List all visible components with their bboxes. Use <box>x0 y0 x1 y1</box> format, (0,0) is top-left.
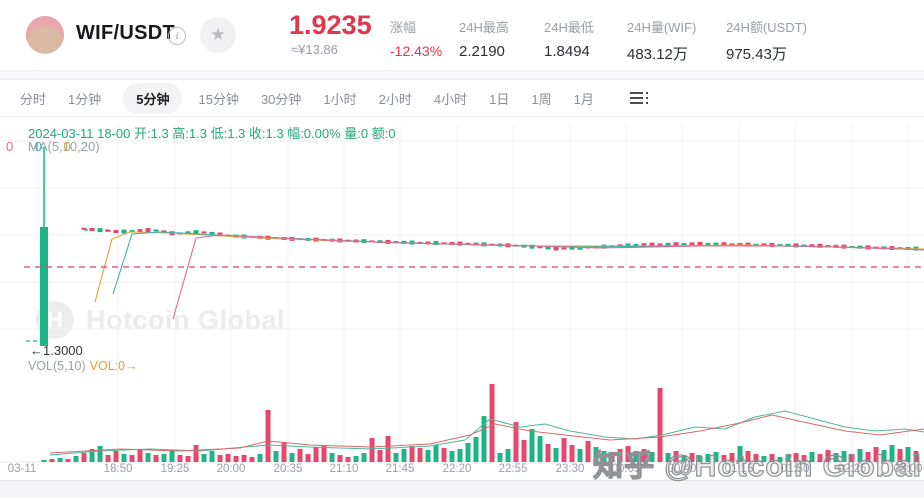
price-volume-chart[interactable] <box>0 117 924 463</box>
price-cny: ≈¥13.86 <box>291 42 338 57</box>
session-low-label: ←1.3000 <box>30 343 83 358</box>
time-axis-label: 19:25 <box>160 463 190 475</box>
tab-4hour[interactable]: 4小时 <box>433 91 468 107</box>
last-price: 1.9235 <box>289 10 372 40</box>
star-icon: ★ <box>210 25 226 44</box>
time-axis-label: 03-11 <box>7 463 37 475</box>
stat-24h-low: 24H最低 1.8494 <box>544 20 594 60</box>
time-axis-label: 22:55 <box>498 463 528 475</box>
coin-logo <box>26 16 64 54</box>
change-label: 涨幅 <box>390 20 417 35</box>
tab-1hour[interactable]: 1小时 <box>323 91 357 107</box>
stat-24h-volume: 24H量(WIF) 483.12万 <box>627 20 697 63</box>
ohlc-info-line: 2024-03-11 18-00 开:1.3 高:1.3 低:1.3 收:1.3… <box>28 126 396 141</box>
time-axis: 03-11 18:50 19:25 20:00 20:35 21:10 21:45 22:20… <box>0 463 924 479</box>
time-axis-label: 02:25 <box>837 463 867 475</box>
pair-title: WIF/USDT <box>76 22 176 44</box>
time-axis-label: 03:00 <box>893 463 923 475</box>
tab-1month[interactable]: 1月 <box>573 91 594 107</box>
time-axis-label: 23:30 <box>555 463 585 475</box>
tab-5min[interactable]: 5分钟 <box>123 82 183 114</box>
change-value: -12.43% <box>390 43 443 59</box>
bottom-divider-band <box>0 480 924 498</box>
section-divider <box>0 70 924 80</box>
tab-1week[interactable]: 1周 <box>531 91 552 107</box>
stat-24h-amount: 24H额(USDT) 975.43万 <box>726 20 807 63</box>
time-axis-label: 00:05 <box>611 463 641 475</box>
chart-area: 2024-03-11 18-00 开:1.3 高:1.3 低:1.3 收:1.3… <box>0 117 924 484</box>
time-axis-label: 01:50 <box>780 463 810 475</box>
info-icon[interactable]: i <box>168 27 186 45</box>
indicator-settings-icon[interactable] <box>629 91 648 105</box>
volume-indicator-label: VOL(5,10) VOL:0→ <box>28 359 138 373</box>
time-axis-label: 20:35 <box>273 463 303 475</box>
tab-1day[interactable]: 1日 <box>489 91 510 107</box>
tab-30min[interactable]: 30分钟 <box>260 91 302 107</box>
change-stat: 涨幅 -12.43% <box>390 17 442 59</box>
time-axis-label: 21:10 <box>329 463 359 475</box>
favorite-button[interactable]: ★ <box>200 17 236 53</box>
tab-time-share[interactable]: 分时 <box>20 91 47 107</box>
time-axis-label: 22:20 <box>442 463 472 475</box>
tab-15min[interactable]: 15分钟 <box>198 91 239 107</box>
time-axis-label: 01:15 <box>724 463 754 475</box>
time-axis-label: 21:45 <box>385 463 415 475</box>
pair-header: WIF/USDT i ★ 1.9235 ≈¥13.86 涨幅 -12.43% 2… <box>0 0 924 70</box>
time-axis-label: 18:50 <box>103 463 133 475</box>
interval-tabs: 分时 1分钟 5分钟 15分钟 30分钟 1小时 2小时 4小时 1日 1周 1… <box>0 80 924 117</box>
time-axis-label: 20:00 <box>216 463 246 475</box>
tab-1min[interactable]: 1分钟 <box>68 91 102 107</box>
time-axis-label: 00:40 <box>667 463 697 475</box>
stat-24h-high: 24H最高 2.2190 <box>459 20 509 60</box>
tab-2hour[interactable]: 2小时 <box>378 91 412 107</box>
